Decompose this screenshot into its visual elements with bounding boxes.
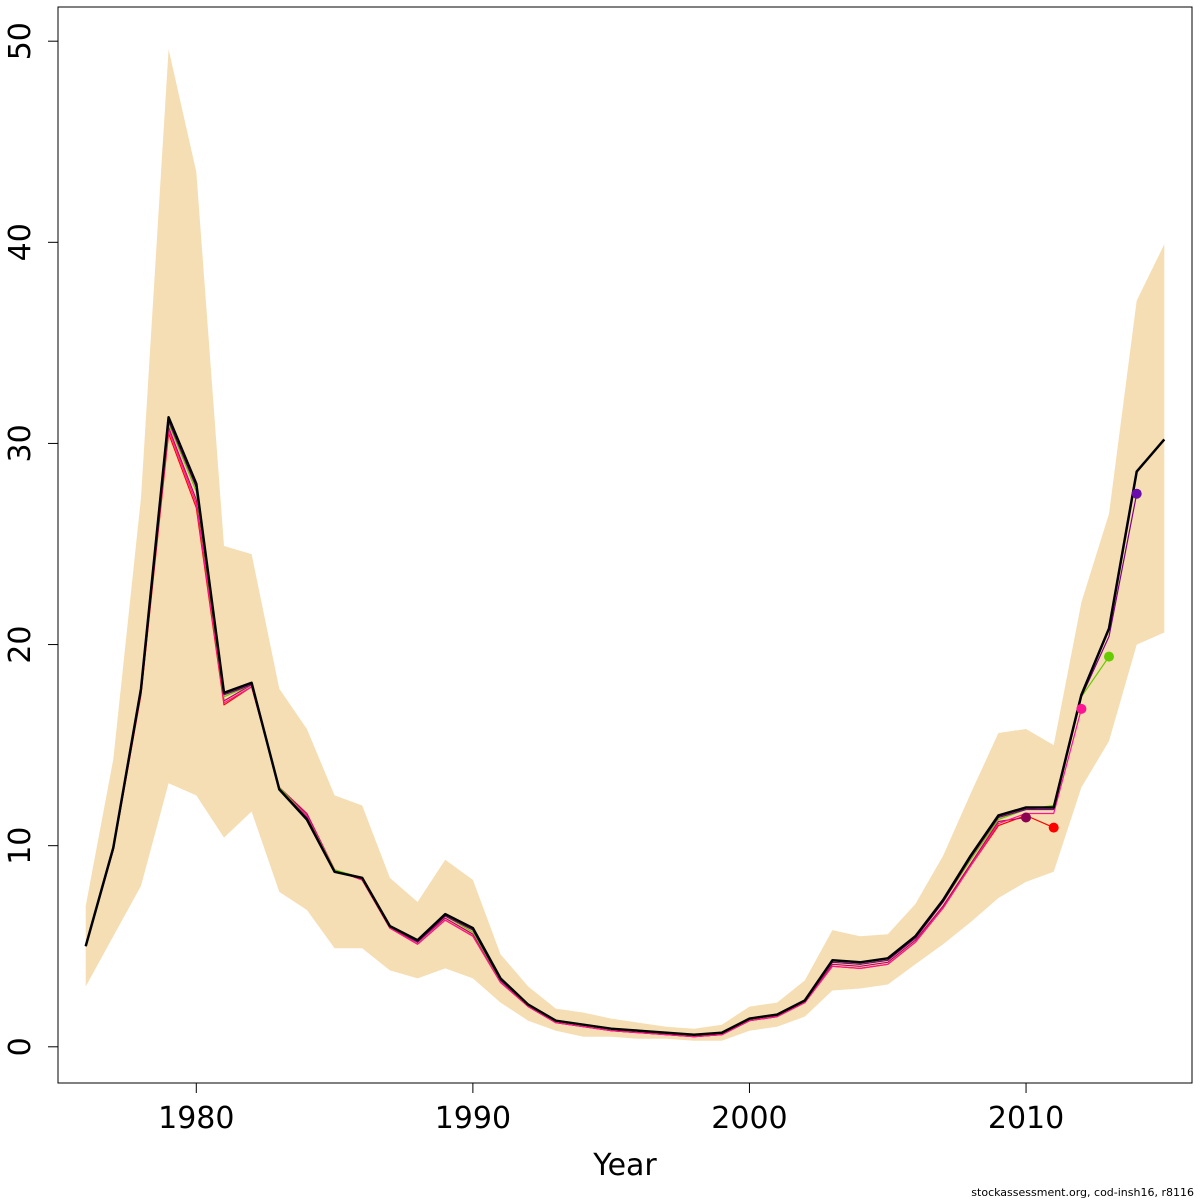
x-tick-label: 2000 — [711, 1101, 787, 1136]
y-tick-label: 30 — [3, 424, 38, 462]
endpoint-markers-layer — [1021, 488, 1142, 833]
y-axis: 0 10 20 30 40 50 — [3, 22, 59, 1056]
x-tick-label: 1980 — [158, 1101, 234, 1136]
y-tick-label: 0 — [3, 1037, 38, 1056]
endpoint-marker-2013 — [1104, 651, 1114, 662]
endpoint-marker-2011 — [1048, 822, 1059, 833]
confidence-band-layer — [85, 49, 1165, 1041]
endpoint-marker-2014 — [1131, 488, 1142, 499]
y-tick-label: 20 — [3, 626, 38, 664]
y-tick-label: 10 — [3, 827, 38, 865]
confidence-band — [85, 49, 1165, 1041]
x-axis-title: Year — [592, 1148, 657, 1183]
series-layer — [84, 416, 1166, 1038]
endpoint-marker-2010 — [1021, 812, 1031, 823]
footer-credit: stockassessment.org, cod-insh16, r8116 — [971, 1186, 1194, 1199]
series-line-0 — [84, 416, 1166, 1036]
y-tick-label: 40 — [3, 223, 38, 261]
x-tick-label: 1990 — [435, 1101, 511, 1136]
y-tick-label: 50 — [3, 22, 38, 60]
endpoint-marker-2012 — [1076, 703, 1087, 714]
x-axis: 1980 1990 2000 2010 — [158, 1082, 1064, 1136]
x-tick-label: 2010 — [988, 1101, 1064, 1136]
plot-frame — [57, 6, 1193, 1084]
